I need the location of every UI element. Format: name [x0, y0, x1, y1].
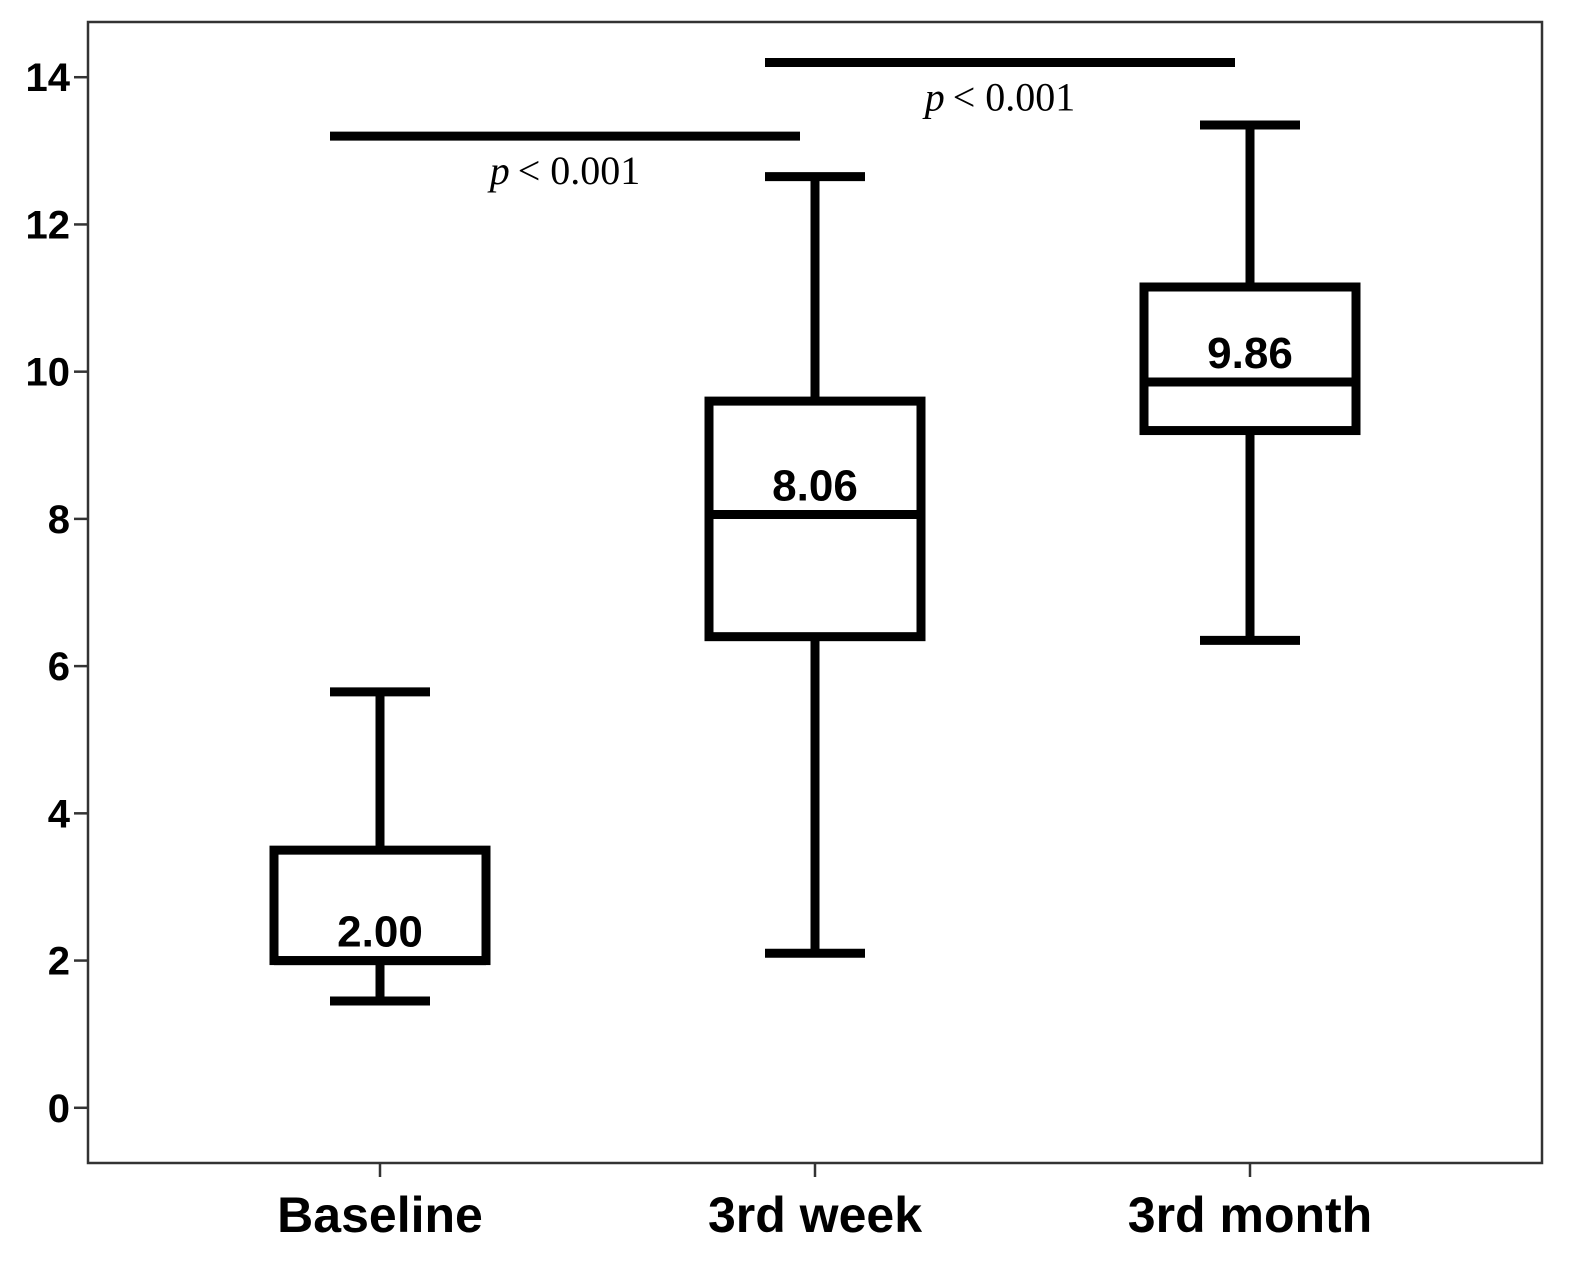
iqr-box [1139, 282, 1361, 436]
y-tick-label: 10 [26, 351, 71, 395]
significance-label: p < 0.001 [922, 74, 1076, 119]
x-category-label: 3rd month [1128, 1187, 1372, 1243]
p-value-text: < 0.001 [953, 74, 1076, 119]
p-symbol: p [487, 148, 510, 193]
x-category-label: 3rd week [708, 1187, 922, 1243]
y-tick-label: 2 [48, 940, 70, 984]
median-label: 8.06 [772, 461, 858, 510]
significance-label: p < 0.001 [487, 148, 641, 193]
y-tick-label: 8 [48, 498, 70, 542]
median-label: 9.86 [1207, 329, 1293, 378]
y-tick-label: 4 [48, 792, 71, 836]
p-symbol: p [922, 74, 945, 119]
y-tick-label: 0 [48, 1087, 70, 1131]
y-tick-label: 12 [26, 203, 71, 247]
median-label: 2.00 [337, 908, 423, 957]
p-value-text: < 0.001 [518, 148, 641, 193]
y-tick-label: 14 [26, 56, 71, 100]
y-tick-label: 6 [48, 645, 70, 689]
x-category-label: Baseline [277, 1187, 483, 1243]
